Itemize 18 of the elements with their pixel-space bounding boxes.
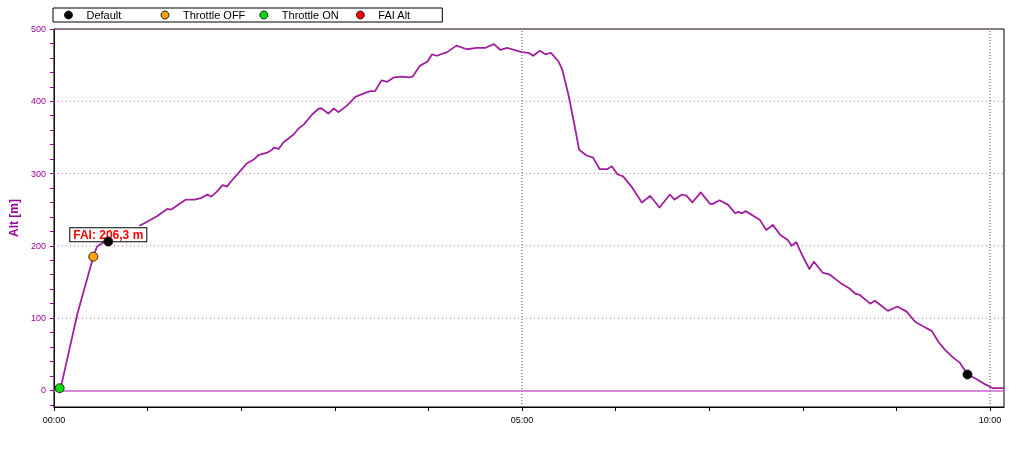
y-tick-label: 0 [40, 385, 46, 396]
x-tick-label: 05:00 [510, 414, 534, 425]
point [88, 251, 99, 262]
y-tick-label: 200 [30, 240, 46, 251]
point [54, 383, 65, 394]
y-tick-label: 100 [30, 313, 46, 324]
y-tick-label: 500 [30, 24, 46, 34]
x-tick-label: 00:00 [42, 414, 66, 425]
point [962, 369, 973, 380]
legend-label: Throttle ON [281, 9, 339, 21]
x-tick-label: 10:00 [978, 414, 1002, 425]
y-tick-label: 400 [30, 96, 46, 107]
annotation: FAI: 206,3 m [73, 228, 144, 243]
y-axis-title: Alt [m] [7, 199, 21, 237]
y-tick-label: 300 [30, 168, 46, 179]
legend-label: Throttle OFF [183, 9, 246, 21]
legend-label: FAI Alt [378, 9, 411, 21]
legend-label: Default [86, 9, 122, 21]
